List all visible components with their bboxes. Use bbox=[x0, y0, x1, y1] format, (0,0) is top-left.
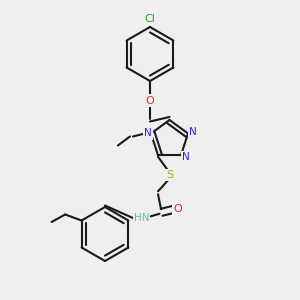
Text: S: S bbox=[167, 170, 174, 180]
Text: N: N bbox=[182, 152, 189, 162]
Text: O: O bbox=[146, 95, 154, 106]
Text: Cl: Cl bbox=[145, 14, 155, 25]
Text: N: N bbox=[189, 127, 196, 137]
Text: N: N bbox=[144, 128, 152, 139]
Text: O: O bbox=[173, 204, 182, 214]
Text: HN: HN bbox=[134, 213, 149, 223]
